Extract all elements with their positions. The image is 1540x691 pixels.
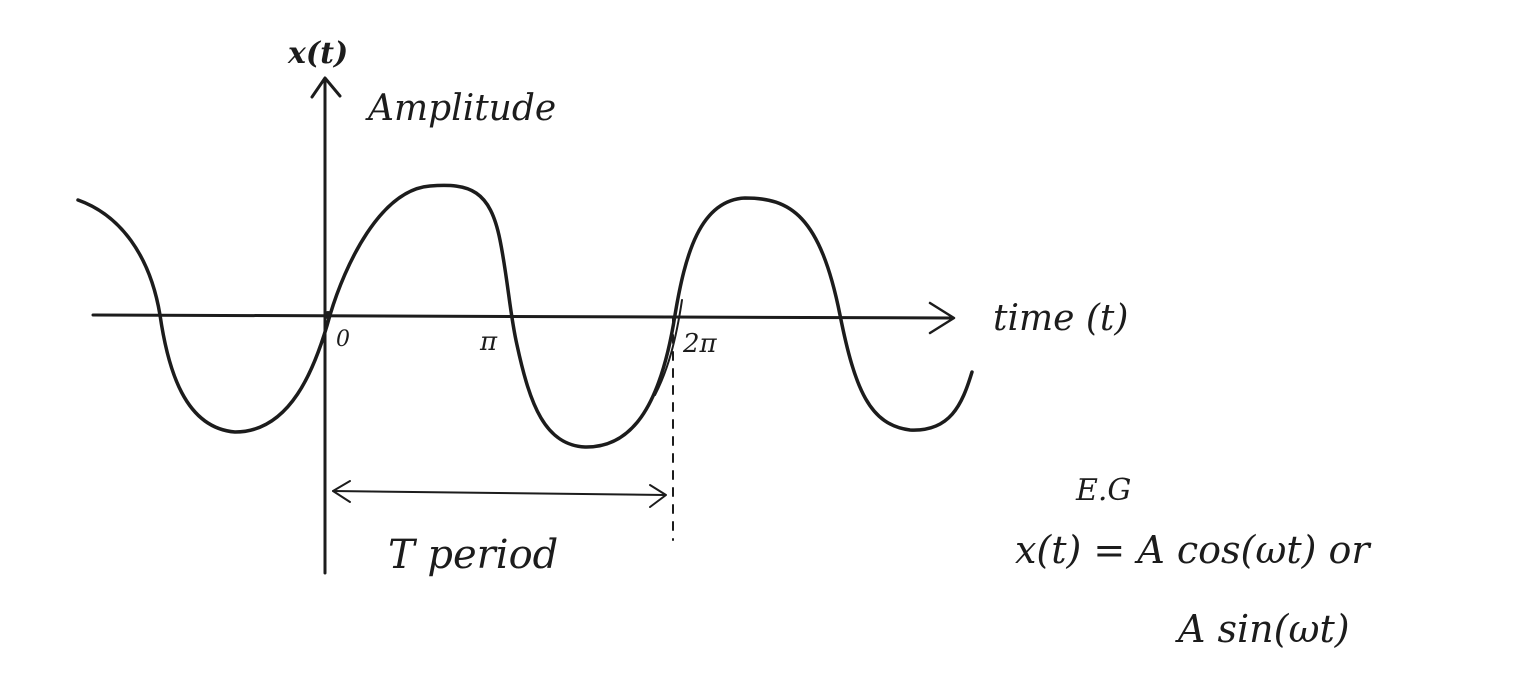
period-arrow <box>332 490 666 496</box>
time-axis-arrowhead <box>928 301 956 335</box>
amplitude-axis-arrowhead <box>310 76 342 99</box>
period-arrow-right-head <box>649 484 667 508</box>
y-axis-label: x(t) <box>287 36 348 71</box>
amplitude-label: Amplitude <box>365 88 556 129</box>
pi-tick-label: π <box>479 327 498 357</box>
eg-label: E.G <box>1075 473 1131 508</box>
equation-line-1: x(t) = A cos(ωt) or <box>1015 528 1372 572</box>
period-arrow-left-head <box>332 480 351 503</box>
origin-tick-label: 0 <box>336 327 350 352</box>
time-axis-label: time (t) <box>993 298 1128 339</box>
origin-dot <box>324 311 332 319</box>
time-axis <box>91 313 954 320</box>
equation-line-2: A sin(ωt) <box>1175 607 1350 651</box>
sine-wave <box>76 183 974 449</box>
sine-wave-sketch-stroke <box>654 299 683 396</box>
period-label: T period <box>388 532 558 578</box>
two-pi-tick-label: 2π <box>682 329 718 359</box>
